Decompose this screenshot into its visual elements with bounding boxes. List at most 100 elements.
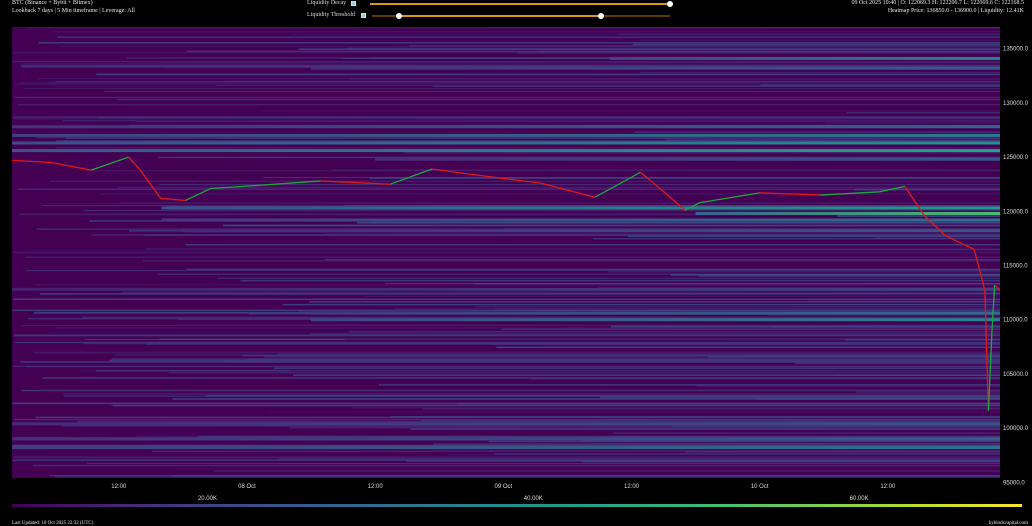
price-segment — [160, 197, 186, 202]
liquidity-texture-line — [698, 275, 1000, 277]
liquidity-texture-line — [612, 432, 1000, 434]
price-segment — [994, 284, 1001, 291]
liquidity-texture-line — [768, 314, 1000, 317]
liquidity-texture-line — [104, 90, 1001, 92]
liquidity-band[interactable] — [311, 318, 1000, 322]
info-icon[interactable] — [361, 13, 366, 18]
liquidity-texture-line — [362, 209, 1000, 211]
x-tick-label: 08 Oct — [238, 484, 256, 490]
site-link[interactable]: hyblockcapital.com — [988, 521, 1028, 526]
liquidity-texture-line — [62, 393, 1000, 395]
liquidity-band[interactable] — [695, 211, 1000, 215]
liquidity-texture-line — [856, 391, 1000, 394]
liquidity-texture-line — [121, 291, 1001, 293]
liquidity-texture-line — [55, 80, 1000, 83]
liquidity-texture-line — [293, 374, 1000, 377]
liquidity-texture-line — [12, 61, 1000, 63]
liquidity-texture-line — [364, 295, 1001, 297]
liquidity-band[interactable] — [375, 157, 1001, 161]
liquidity-texture-line — [186, 50, 1000, 53]
liquidity-texture-line — [35, 284, 1001, 286]
price-segment — [210, 184, 261, 190]
liquidity-band[interactable] — [182, 229, 1001, 233]
liquidity-texture-line — [599, 396, 1000, 399]
liquidity-texture-line — [21, 325, 1000, 326]
liquidity-texture-line — [144, 234, 1001, 236]
liquidity-texture-line — [290, 33, 1001, 35]
liquidity-texture-line — [22, 63, 1001, 64]
liquidity-texture-line — [447, 454, 1000, 456]
liquidity-texture-line — [20, 361, 1001, 363]
liquidity-texture-line — [214, 470, 1000, 472]
liquidity-texture-line — [592, 238, 1000, 240]
liquidity-texture-line — [33, 351, 1001, 354]
liquidity-texture-line — [310, 333, 1000, 335]
liquidity-texture-line — [436, 450, 1000, 452]
liquidity-band[interactable] — [311, 66, 1000, 70]
liquidity-texture-line — [760, 84, 1000, 86]
threshold-fill — [398, 15, 602, 17]
liquidity-texture-line — [157, 273, 1000, 275]
liquidity-texture-line — [57, 36, 1000, 39]
liquidity-texture-line — [274, 367, 1000, 370]
liquidity-texture-line — [14, 341, 1001, 344]
liquidity-texture-line — [794, 362, 1000, 365]
liquidity-texture-line — [46, 203, 1001, 205]
x-tick-label: 10 Oct — [751, 484, 769, 490]
liquidity-texture-line — [489, 27, 1000, 29]
liquidity-texture-line — [344, 205, 1000, 207]
info-icon[interactable] — [351, 1, 356, 6]
liquidity-texture-line — [324, 233, 1000, 235]
liquidity-texture-line — [640, 39, 1000, 41]
liquidity-band[interactable] — [161, 206, 1000, 210]
liquidity-band[interactable] — [161, 218, 1000, 222]
liquidity-band[interactable] — [311, 311, 1000, 315]
liquidity-texture-line — [13, 51, 1001, 54]
liquidity-band[interactable] — [12, 287, 1000, 291]
liquidity-texture-line — [432, 85, 1000, 87]
price-segment — [923, 215, 946, 236]
y-tick-label: 95000.0 — [1003, 480, 1025, 486]
liquidity-band[interactable] — [12, 141, 1000, 145]
liquidity-texture-line — [205, 395, 1000, 397]
liquidity-texture-line — [83, 343, 1000, 345]
liquidity-band[interactable] — [12, 133, 1000, 137]
liquidity-texture-line — [217, 277, 1001, 279]
colorbar — [12, 504, 1022, 507]
liquidity-texture-line — [390, 416, 1000, 418]
liquidity-texture-line — [837, 215, 1000, 217]
price-segment — [759, 192, 821, 196]
liquidity-texture-line — [670, 274, 1000, 276]
liquidity-band[interactable] — [610, 56, 1000, 60]
liquidity-texture-line — [242, 354, 1001, 357]
liquidity-band[interactable] — [12, 437, 1000, 441]
price-segment — [91, 156, 129, 171]
chart-subtitle: Lookback 7 days | 5 Min timeframe | Leve… — [12, 8, 135, 14]
liquidity-band[interactable] — [12, 149, 1000, 153]
colorbar-tick-label: 20.00K — [198, 496, 217, 502]
liquidity-band[interactable] — [12, 422, 1000, 426]
liquidity-band[interactable] — [12, 446, 1000, 450]
liquidity-texture-line — [378, 383, 1000, 386]
decay-knob[interactable] — [667, 1, 673, 7]
liquidity-texture-line — [13, 456, 1001, 458]
liquidity-texture-line — [55, 327, 1001, 329]
liquidity-texture-line — [12, 444, 1001, 446]
liquidity-texture-line — [56, 140, 1001, 142]
liquidity-band[interactable] — [12, 125, 1000, 129]
liquidity-texture-line — [264, 355, 1001, 358]
liquidity-texture-line — [12, 445, 1000, 447]
liquidity-texture-line — [825, 122, 1000, 124]
colorbar-tick-label: 60.00K — [850, 496, 869, 502]
price-segment — [904, 186, 925, 217]
liquidity-texture-line — [541, 344, 1000, 346]
threshold-min-knob[interactable] — [395, 13, 402, 19]
threshold-max-knob[interactable] — [598, 13, 605, 19]
liquidity-texture-line — [49, 475, 1001, 477]
liquidity-texture-line — [135, 120, 1000, 123]
y-tick-label: 105000.0 — [1003, 372, 1029, 378]
liquidity-texture-line — [17, 103, 1001, 106]
liquidity-texture-line — [807, 299, 1000, 301]
price-segment — [987, 330, 993, 411]
